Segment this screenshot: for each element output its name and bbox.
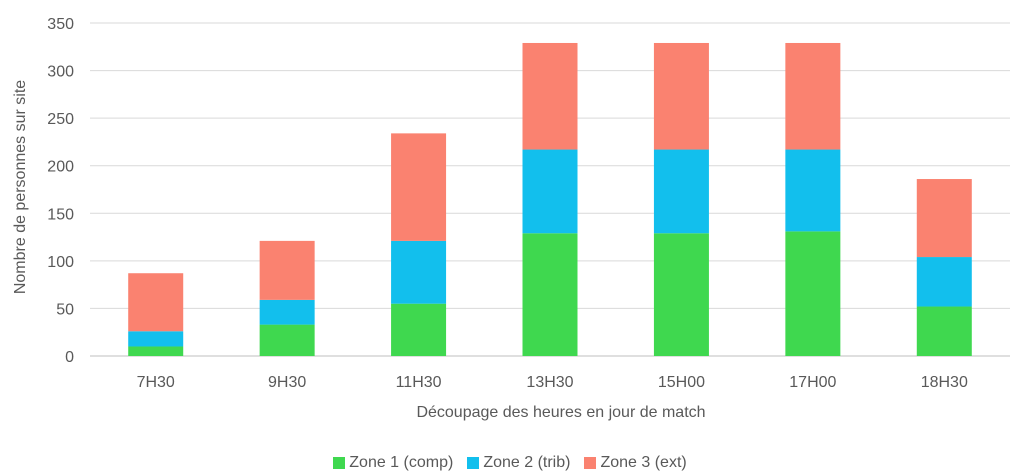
legend-label: Zone 3 (ext) [600,454,687,471]
x-axis-title: Découpage des heures en jour de match [416,404,705,421]
x-tick-label: 7H30 [137,374,175,391]
y-tick-label: 200 [47,159,74,176]
bar-segment-2 [128,331,184,347]
bar-segment-3 [916,179,972,258]
legend-swatch [467,457,480,469]
bar-segment-1 [391,303,447,356]
bar-segment-2 [259,299,315,325]
legend-label: Zone 2 (trib) [483,454,571,471]
legend: Zone 1 (comp) Zone 2 (trib) Zone 3 (ext) [0,452,1020,474]
x-axis-ticks: 7H30 9H30 11H30 13H30 15H00 17H00 18H30 [137,374,968,391]
y-tick-label: 100 [47,254,74,271]
bar-segment-2 [522,149,578,234]
x-tick-label: 15H00 [658,374,705,391]
legend-item: Zone 1 (comp) [333,454,453,472]
legend-label: Zone 1 (comp) [349,454,454,471]
x-tick-label: 13H30 [526,374,573,391]
legend-item: Zone 2 (trib) [467,454,570,472]
bar-segment-3 [259,240,315,300]
y-tick-label: 50 [56,301,74,318]
bar-segment-1 [522,233,578,356]
bar-segment-3 [522,42,578,150]
legend-swatch [333,457,346,469]
y-axis-title: Nombre de personnes sur site [12,80,29,294]
bar-segment-1 [653,233,709,356]
bar-segment-2 [785,149,841,232]
bar-segment-3 [785,42,841,150]
bar-segment-2 [916,257,972,307]
bar-segment-2 [653,149,709,234]
y-tick-label: 150 [47,206,74,223]
y-tick-label: 250 [47,111,74,128]
bar-segment-2 [391,240,447,304]
x-tick-label: 9H30 [268,374,306,391]
x-tick-label: 11H30 [396,374,442,391]
y-axis-ticks: 0 50 100 150 200 250 300 350 [47,16,74,366]
x-tick-label: 18H30 [921,374,968,391]
y-tick-label: 300 [47,64,74,81]
bar-segment-3 [128,273,184,332]
bar-segment-3 [653,42,709,150]
legend-swatch [584,457,597,469]
y-tick-label: 0 [65,349,74,366]
x-tick-label: 17H00 [789,374,836,391]
bar-segment-1 [785,231,841,356]
bar-segment-1 [916,306,972,356]
bar-segment-1 [259,324,315,356]
bars [128,42,972,356]
y-tick-label: 350 [47,16,74,33]
legend-item: Zone 3 (ext) [584,454,687,472]
stacked-bar-chart: 0 50 100 150 200 250 300 350 7H30 9H30 11H30 13H30… [12,16,1010,421]
bar-segment-3 [391,133,447,241]
bar-segment-1 [128,346,184,356]
